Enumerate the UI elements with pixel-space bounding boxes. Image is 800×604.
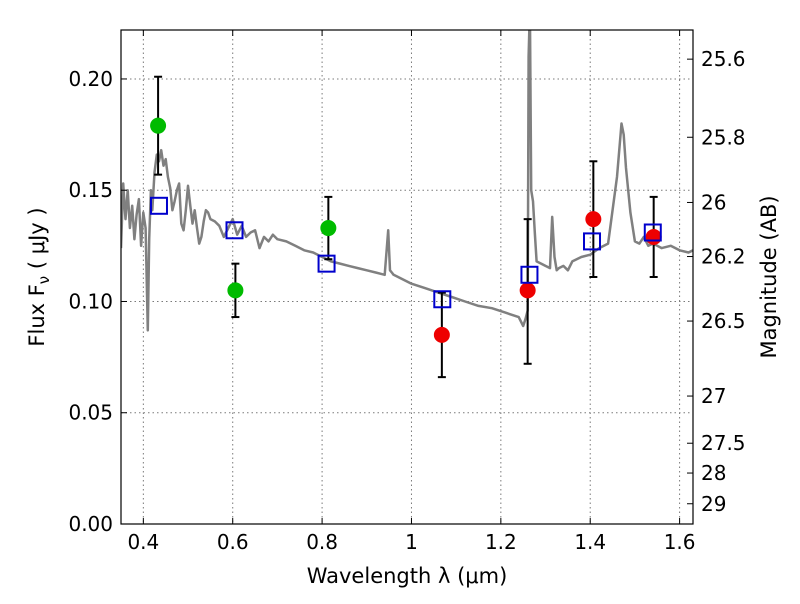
x-tick-label: 1.4 (574, 530, 606, 554)
right-axis-label: Magnitude (AB) (757, 195, 781, 358)
magnitude-tick-label: 27 (701, 384, 726, 408)
model-flux-square (149, 196, 168, 215)
x-tick-label: 0.4 (127, 530, 159, 554)
y-tick-label: 0.15 (68, 178, 113, 202)
x-tick-label: 1.2 (485, 530, 517, 554)
model-flux-square (643, 223, 662, 242)
model-flux-square (433, 290, 452, 309)
model-flux-square (317, 254, 336, 273)
model-flux-square (225, 221, 244, 240)
y-tick-label: 0.20 (68, 67, 113, 91)
data-point (519, 282, 536, 299)
data-point (227, 282, 244, 299)
data-point (433, 326, 450, 343)
magnitude-tick-label: 28 (701, 461, 726, 485)
magnitude-tick-label: 25.6 (701, 47, 746, 71)
x-tick-label: 0.8 (306, 530, 338, 554)
x-tick-label: 1 (405, 530, 418, 554)
y-tick-label: 0.10 (68, 289, 113, 313)
model-flux-square (520, 265, 539, 284)
x-tick-label: 0.6 (217, 530, 249, 554)
magnitude-tick-label: 26 (701, 190, 726, 214)
model-spectrum-line (121, 30, 693, 332)
grid-lines (121, 30, 693, 525)
magnitude-tick-label: 26.2 (701, 245, 746, 269)
model-flux-square (583, 232, 602, 251)
y-tick-label: 0.05 (68, 401, 113, 425)
plot-frame (120, 29, 694, 525)
axis-ticks: 0.4 0.6 0.8 1 1.2 1.4 1.6 0.00 0.05 0.10 0.15 0.20 2… (68, 30, 746, 554)
magnitude-tick-label: 26.5 (701, 309, 746, 333)
magnitude-tick-label: 25.8 (701, 125, 746, 149)
magnitude-tick-label: 27.5 (701, 431, 746, 455)
data-point (585, 211, 602, 228)
data-point (320, 220, 337, 237)
y-tick-label: 0.00 (68, 512, 113, 536)
data-point (150, 117, 167, 134)
x-axis-label: Wavelength λ (μm) (307, 564, 508, 588)
magnitude-tick-label: 29 (701, 492, 726, 516)
y-axis-label: Flux Fν ( μJy ) (25, 207, 53, 346)
data-point (645, 228, 662, 245)
y-axis-label-subscript: ν (35, 276, 53, 284)
data-markers (149, 117, 662, 343)
model-spectrum (121, 30, 693, 332)
x-tick-label: 1.6 (664, 530, 696, 554)
y-axis-label-main: Flux F (25, 284, 49, 346)
y-axis-label-unit: ( μJy ) (25, 207, 49, 275)
